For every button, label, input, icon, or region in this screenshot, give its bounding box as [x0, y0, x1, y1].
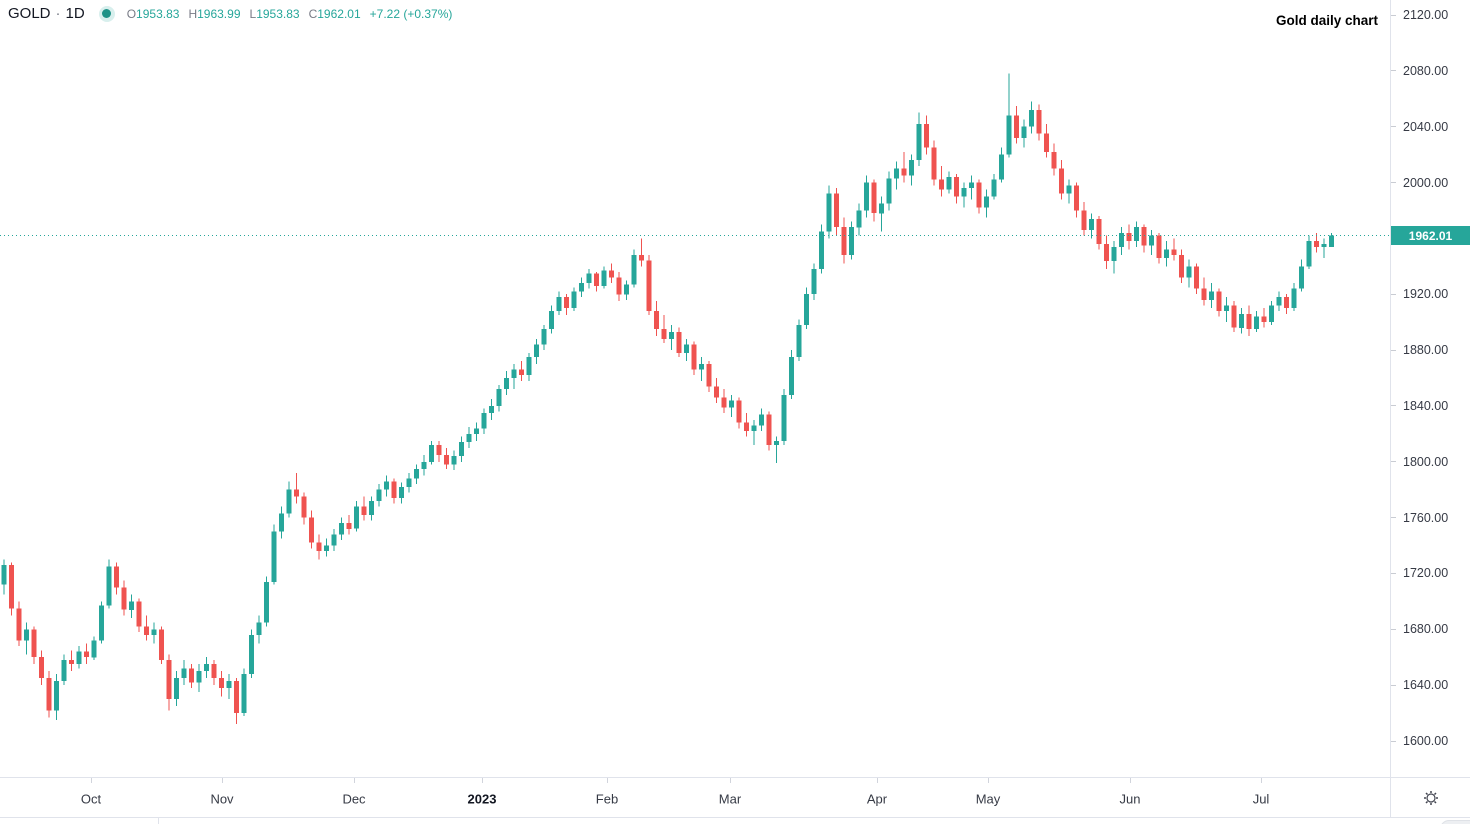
last-price-badge: 1962.01	[1391, 226, 1470, 246]
time-tick	[607, 778, 608, 783]
time-axis-label: Jun	[1119, 791, 1141, 807]
bottom-toolbar-edge	[0, 817, 1470, 824]
change-value: +7.22 (+0.37%)	[369, 6, 453, 21]
ohlc-item: H1963.99	[188, 6, 241, 21]
price-tick: 1880.00	[1391, 343, 1448, 357]
time-tick	[730, 778, 731, 783]
price-tick: 1840.00	[1391, 399, 1448, 413]
time-axis-label: 2023	[467, 791, 497, 807]
price-tick: 1920.00	[1391, 287, 1448, 301]
time-tick	[91, 778, 92, 783]
axis-settings-corner	[1390, 777, 1470, 817]
market-status-icon[interactable]	[98, 5, 115, 22]
price-tick: 1720.00	[1391, 566, 1448, 580]
candlestick-chart[interactable]	[0, 0, 1390, 777]
ohlc-item: C1962.01	[308, 6, 361, 21]
candles-series	[1, 73, 1334, 725]
toolbar-divider	[158, 818, 159, 824]
chart-pane[interactable]: GOLD · 1D O1953.83 H1963.99 L1953.83 C1962.…	[0, 0, 1390, 777]
price-tick: 2000.00	[1391, 176, 1448, 190]
gear-icon[interactable]	[1423, 790, 1439, 806]
price-tick: 1600.00	[1391, 734, 1448, 748]
time-axis-label: Apr	[866, 791, 888, 807]
time-tick	[877, 778, 878, 783]
time-tick	[988, 778, 989, 783]
legend-separator: ·	[55, 5, 61, 22]
symbol-legend: GOLD · 1D O1953.83 H1963.99 L1953.83 C1962.…	[8, 5, 452, 22]
time-axis-label: Dec	[342, 791, 366, 807]
time-tick	[222, 778, 223, 783]
time-axis-label: Nov	[210, 791, 234, 807]
time-axis-label: Mar	[718, 791, 742, 807]
ohlc-values: O1953.83 H1963.99 L1953.83 C1962.01	[127, 7, 370, 21]
price-tick: 2120.00	[1391, 8, 1448, 22]
time-axis-label: May	[975, 791, 1001, 807]
timeframe-label[interactable]: 1D	[65, 5, 85, 22]
time-axis[interactable]: Oct Nov Dec 2023 Feb Mar Apr May Jun Jul	[0, 777, 1390, 818]
time-tick	[354, 778, 355, 783]
price-tick: 2080.00	[1391, 64, 1448, 78]
time-axis-label: Feb	[595, 791, 619, 807]
corner-widget	[1440, 820, 1470, 824]
time-tick	[482, 778, 483, 783]
price-tick: 1760.00	[1391, 511, 1448, 525]
ohlc-item: O1953.83	[126, 6, 180, 21]
chart-annotation-title: Gold daily chart	[1275, 13, 1378, 28]
price-tick: 1800.00	[1391, 455, 1448, 469]
time-axis-label: Jul	[1252, 791, 1270, 807]
price-axis[interactable]: 1962.01 2120.00 2080.00 2040.00 2000.00 1920…	[1390, 0, 1470, 817]
ohlc-item: L1953.83	[249, 6, 300, 21]
price-tick: 1640.00	[1391, 678, 1448, 692]
symbol-name[interactable]: GOLD	[8, 5, 51, 22]
time-tick	[1130, 778, 1131, 783]
price-tick: 1680.00	[1391, 622, 1448, 636]
time-tick	[1261, 778, 1262, 783]
time-axis-label: Oct	[80, 791, 102, 807]
price-tick: 2040.00	[1391, 120, 1448, 134]
